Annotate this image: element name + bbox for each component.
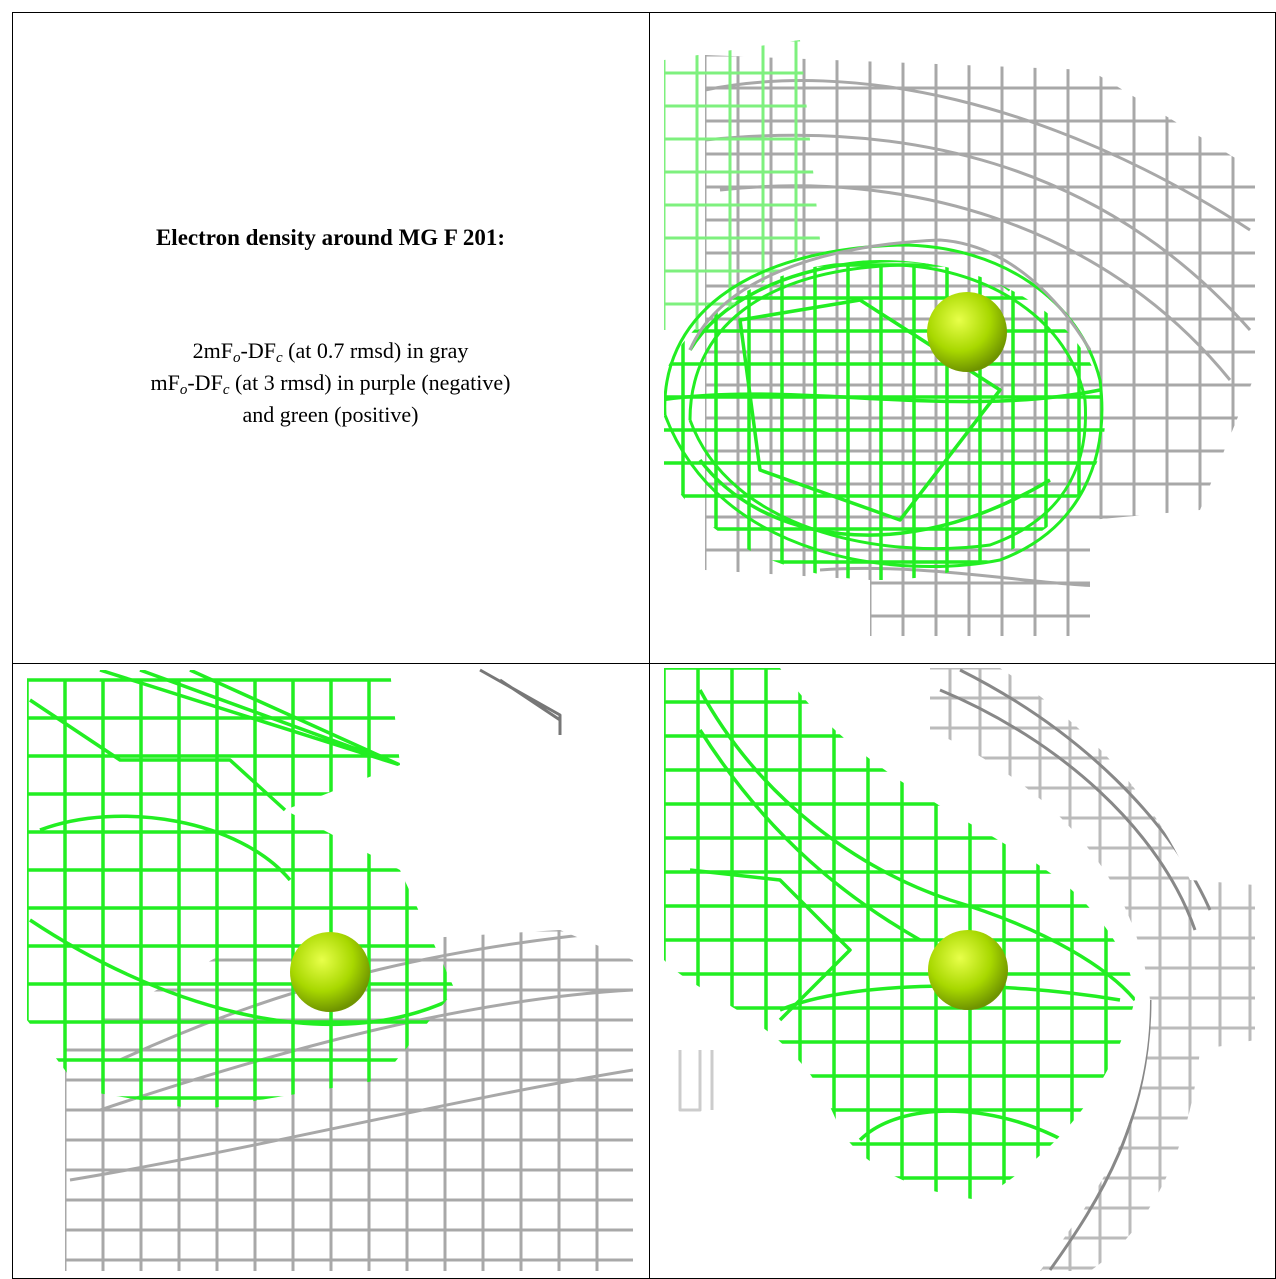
caption-line: 2mFo-DFc (at 0.7 rmsd) in gray [13,335,648,367]
mg-atom [927,292,1007,372]
panel [678,1050,714,1112]
green-contour [698,458,1051,537]
green-contour [664,243,1104,568]
caption-text: c [222,382,230,398]
caption-text: -DF [240,338,276,363]
green-contour [39,814,292,882]
green-contour [738,298,1002,522]
green-contour [698,689,1135,1002]
green-contour [29,698,287,812]
green-contour [688,263,1088,551]
caption-text: and green (positive) [242,402,419,427]
green-contour [698,729,921,942]
mg-atom [290,932,370,1012]
gray-contour [705,79,1251,232]
caption-title: Electron density around MG F 201: [155,225,506,250]
caption-text: c [275,350,283,366]
green-contour [689,868,852,1022]
panel [479,668,562,735]
panel [664,238,1104,568]
green-contour [29,918,451,1027]
caption-text: -DF [187,370,223,395]
caption-text: (at 0.7 rmsd) in gray [282,338,469,363]
caption-cell: Electron density around MG F 201: 2mFo-D… [13,13,648,662]
gray-contour [959,668,1212,911]
green-contour [664,388,1101,404]
gray-contour [99,988,633,1112]
gray-contour [119,930,633,1062]
caption-line: mFo-DFc (at 3 rmsd) in purple (negative) [13,367,648,399]
gray-contour [939,688,1197,931]
gray-contour [705,133,1252,331]
gray-contour [688,238,1092,351]
gray-contour [678,1050,702,1112]
green-contour [858,1109,1081,1152]
green-mesh [27,670,455,1110]
caption-text: 2mF [192,338,233,363]
panel [27,670,455,1110]
green-contour [99,670,401,767]
gray-contour [479,668,562,735]
caption-text: o [179,382,188,398]
panel [664,260,1105,580]
caption-text: mF [150,370,180,395]
caption-text: o [233,350,241,366]
caption-lines: 2mFo-DFc (at 0.7 rmsd) in gray mFo-DFc (a… [13,335,648,431]
caption-text: (at 3 rmsd) in purple (negative) [229,370,511,395]
green-contour [779,984,1121,1012]
gray-contour [69,1068,633,1182]
mg-atom [928,930,1008,1010]
caption-line: and green (positive) [13,399,648,431]
green-mesh [664,260,1105,580]
